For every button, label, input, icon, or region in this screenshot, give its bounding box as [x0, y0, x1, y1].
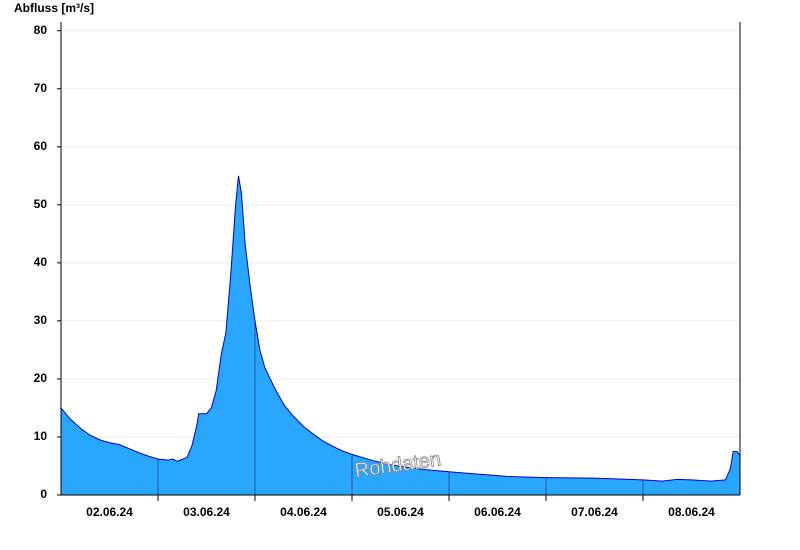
y-tick-label: 80 — [34, 23, 48, 37]
y-tick-label: 10 — [34, 429, 48, 443]
x-tick-label: 03.06.24 — [183, 505, 230, 519]
x-tick-label: 06.06.24 — [474, 505, 521, 519]
y-tick-label: 30 — [34, 313, 48, 327]
y-tick-label: 20 — [34, 371, 48, 385]
x-tick-label: 07.06.24 — [571, 505, 618, 519]
x-tick-label: 05.06.24 — [377, 505, 424, 519]
y-tick-label: 0 — [40, 487, 47, 501]
area-fill — [61, 175, 740, 495]
x-tick-label: 08.06.24 — [668, 505, 715, 519]
y-tick-label: 70 — [34, 81, 48, 95]
y-tick-label: 50 — [34, 197, 48, 211]
x-tick-label: 02.06.24 — [86, 505, 133, 519]
x-tick-label: 04.06.24 — [280, 505, 327, 519]
axis-title: Abfluss [m³/s] — [14, 1, 94, 15]
y-tick-label: 60 — [34, 139, 48, 153]
y-tick-label: 40 — [34, 255, 48, 269]
area-line — [60, 175, 741, 482]
